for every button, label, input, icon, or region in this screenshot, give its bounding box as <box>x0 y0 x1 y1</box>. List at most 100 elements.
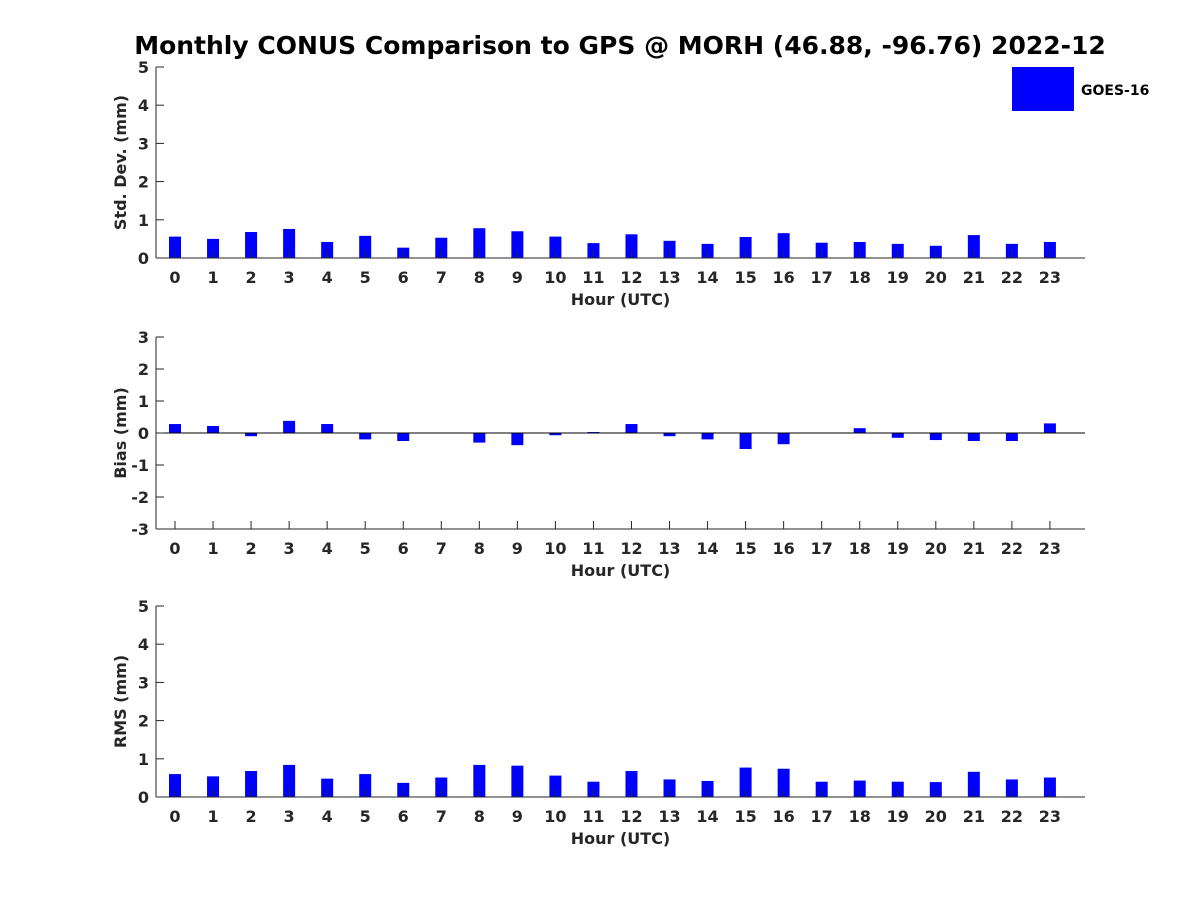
bar-hour-18 <box>853 780 866 797</box>
x-tick-label: 21 <box>963 807 985 826</box>
x-tick-label: 22 <box>1001 268 1023 287</box>
y-tick-label: 5 <box>138 58 149 77</box>
y-tick-label: 1 <box>138 392 149 411</box>
bar-hour-4 <box>321 424 334 433</box>
bar-hour-8 <box>473 433 486 443</box>
x-tick-label: 16 <box>773 539 795 558</box>
chart-title: Monthly CONUS Comparison to GPS @ MORH (… <box>134 31 1106 60</box>
y-tick-label: 0 <box>138 788 149 807</box>
bar-hour-18 <box>853 428 866 433</box>
bar-hour-9 <box>511 433 524 446</box>
x-tick-label: 23 <box>1039 807 1061 826</box>
x-tick-label: 3 <box>284 539 295 558</box>
bar-hour-3 <box>283 764 296 797</box>
x-axis-label: Hour (UTC) <box>571 290 671 309</box>
x-tick-label: 22 <box>1001 539 1023 558</box>
bar-hour-10 <box>549 236 562 258</box>
x-tick-label: 8 <box>474 807 485 826</box>
bar-hour-3 <box>283 420 296 433</box>
bar-hour-3 <box>283 228 296 258</box>
bar-hour-18 <box>853 241 866 258</box>
bar-hour-9 <box>511 765 524 797</box>
y-tick-label: -3 <box>131 520 149 539</box>
x-tick-label: 22 <box>1001 807 1023 826</box>
x-tick-label: 3 <box>284 807 295 826</box>
bar-hour-10 <box>549 433 562 436</box>
bar-hour-22 <box>1005 779 1018 797</box>
bar-hour-0 <box>169 774 181 797</box>
bar-hour-22 <box>1005 433 1018 441</box>
x-tick-label: 20 <box>925 807 947 826</box>
bar-hour-21 <box>967 433 980 441</box>
x-tick-label: 5 <box>360 807 371 826</box>
x-axis-label: Hour (UTC) <box>571 829 671 848</box>
x-tick-label: 6 <box>398 807 409 826</box>
x-tick-label: 21 <box>963 539 985 558</box>
bar-hour-16 <box>777 233 790 258</box>
x-tick-label: 5 <box>360 268 371 287</box>
x-tick-label: 13 <box>658 539 680 558</box>
bar-hour-5 <box>359 235 372 258</box>
bar-hour-0 <box>169 424 181 433</box>
x-tick-label: 19 <box>887 807 909 826</box>
x-axis-label: Hour (UTC) <box>571 561 671 580</box>
x-tick-label: 19 <box>887 539 909 558</box>
x-tick-label: 1 <box>207 268 218 287</box>
x-tick-label: 2 <box>246 539 257 558</box>
bar-hour-15 <box>739 236 752 258</box>
x-tick-label: 4 <box>322 539 333 558</box>
x-tick-label: 0 <box>169 268 180 287</box>
x-tick-label: 8 <box>474 268 485 287</box>
y-tick-label: 1 <box>138 211 149 230</box>
x-tick-label: 11 <box>582 268 604 287</box>
bar-hour-14 <box>701 780 714 797</box>
bar-hour-21 <box>967 235 980 258</box>
x-tick-label: 4 <box>322 268 333 287</box>
bar-hour-13 <box>663 240 676 258</box>
bar-hour-9 <box>511 231 524 258</box>
x-tick-label: 15 <box>734 539 756 558</box>
bar-hour-1 <box>207 425 220 433</box>
x-tick-label: 17 <box>811 268 833 287</box>
bar-hour-2 <box>245 232 258 258</box>
bar-hour-7 <box>435 777 448 797</box>
x-tick-label: 0 <box>169 539 180 558</box>
bar-hour-5 <box>359 774 372 797</box>
x-tick-label: 21 <box>963 268 985 287</box>
x-tick-label: 18 <box>849 539 871 558</box>
legend-label: GOES-16 <box>1081 83 1149 99</box>
y-tick-label: 4 <box>138 96 149 115</box>
x-tick-label: 9 <box>512 807 523 826</box>
x-tick-label: 12 <box>620 268 642 287</box>
y-tick-label: 1 <box>138 750 149 769</box>
legend-swatch <box>1012 67 1074 111</box>
x-tick-label: 4 <box>322 807 333 826</box>
bar-hour-2 <box>245 433 258 437</box>
y-tick-label: 3 <box>138 328 149 347</box>
x-tick-label: 19 <box>887 268 909 287</box>
y-axis-label: RMS (mm) <box>111 655 130 748</box>
y-tick-label: 2 <box>138 712 149 731</box>
x-tick-label: 16 <box>773 268 795 287</box>
bar-hour-2 <box>245 771 258 797</box>
y-tick-label: -2 <box>131 488 149 507</box>
bar-hour-1 <box>207 776 220 797</box>
y-tick-label: 5 <box>138 597 149 616</box>
bar-hour-23 <box>1043 777 1056 797</box>
bar-hour-8 <box>473 764 486 797</box>
x-tick-label: 18 <box>849 807 871 826</box>
x-tick-label: 14 <box>696 807 718 826</box>
x-tick-label: 18 <box>849 268 871 287</box>
x-tick-label: 10 <box>544 539 566 558</box>
x-tick-label: 17 <box>811 807 833 826</box>
x-tick-label: 13 <box>658 268 680 287</box>
bar-hour-20 <box>929 433 942 441</box>
x-tick-label: 14 <box>696 539 718 558</box>
bar-hour-12 <box>625 424 638 433</box>
bar-hour-0 <box>169 236 181 258</box>
bar-hour-6 <box>397 433 410 441</box>
y-tick-label: -1 <box>131 456 149 475</box>
y-tick-label: 0 <box>138 424 149 443</box>
